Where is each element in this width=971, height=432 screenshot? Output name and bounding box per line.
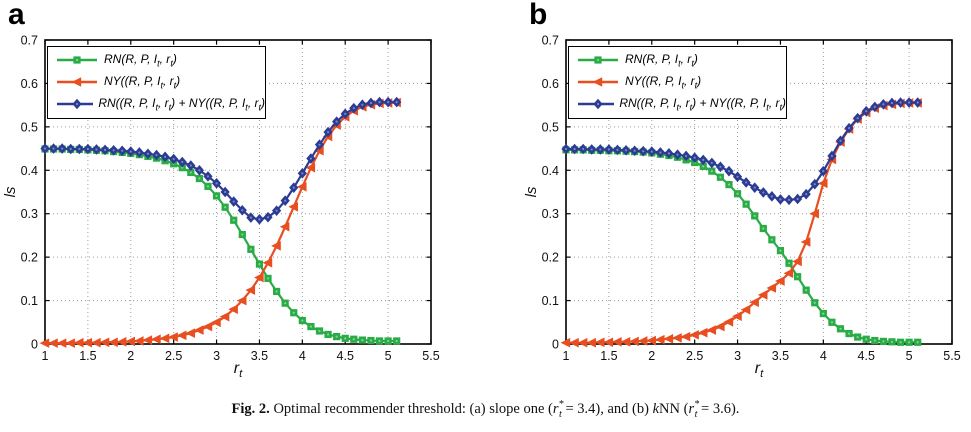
svg-text:0: 0 xyxy=(552,338,559,352)
svg-text:0.6: 0.6 xyxy=(21,77,38,91)
svg-text:3: 3 xyxy=(213,349,220,363)
legend-a: RN(R, P, It, rt) NY((R, P, It, rt) RN((R, … xyxy=(47,46,266,119)
svg-text:3: 3 xyxy=(734,349,741,363)
svg-text:5.5: 5.5 xyxy=(943,349,960,363)
svg-text:4: 4 xyxy=(820,349,827,363)
svg-text:1: 1 xyxy=(42,349,49,363)
chart-a: 1 1.5 2 2.5 3 3.5 4 4.5 5 5.5 0 0.1 0.2 0.3 0.4 0.5 0.6 0… xyxy=(0,0,460,396)
caption-text: NN ( xyxy=(659,400,689,417)
legend-item-2: NY((R, P, It, rt) xyxy=(55,71,265,93)
svg-text:0.1: 0.1 xyxy=(542,294,559,308)
square-marker-icon xyxy=(57,56,97,64)
square-marker-icon xyxy=(578,56,618,64)
legend-label: RN((R, P, It, rt) + NY((R, P, It, rt) xyxy=(98,95,265,113)
panel-b-label: b xyxy=(529,0,548,31)
panel-a-label: a xyxy=(8,0,25,31)
svg-text:4: 4 xyxy=(299,349,306,363)
legend-label: NY((R, P, It, rt) xyxy=(625,73,702,91)
caption-math-a: r*t xyxy=(552,399,564,420)
svg-text:4.5: 4.5 xyxy=(858,349,875,363)
svg-text:0.5: 0.5 xyxy=(21,120,38,134)
legend-item-3: RN((R, P, It, rt) + NY((R, P, It, rt) xyxy=(55,93,265,115)
svg-text:1.5: 1.5 xyxy=(79,349,96,363)
chart-b: 1 1.5 2 2.5 3 3.5 4 4.5 5 5.5 0 0.1 0.2 0.3 0.4 0.5 0.6 0… xyxy=(521,0,971,396)
legend-item-3: RN((R, P, It, rt) + NY((R, P, It, rt) xyxy=(576,93,786,115)
caption-text: = 3.6). xyxy=(697,400,740,417)
y-axis-label-a: ls xyxy=(2,186,19,198)
svg-text:0.6: 0.6 xyxy=(542,77,559,91)
svg-text:1: 1 xyxy=(563,349,570,363)
legend-item-1: RN(R, P, It, rt) xyxy=(576,49,786,71)
svg-text:0.2: 0.2 xyxy=(21,251,38,265)
caption-fig-label: Fig. 2. xyxy=(231,400,270,417)
svg-text:3.5: 3.5 xyxy=(251,349,268,363)
caption-knn-k: k xyxy=(652,400,660,417)
legend-label: NY((R, P, It, rt) xyxy=(104,73,181,91)
figure-caption: Fig. 2. Optimal recommender threshold: (… xyxy=(0,399,971,420)
svg-text:5: 5 xyxy=(385,349,392,363)
triangle-left-marker-icon xyxy=(578,77,618,87)
svg-text:4.5: 4.5 xyxy=(337,349,354,363)
legend-item-2: NY((R, P, It, rt) xyxy=(576,71,786,93)
svg-text:2: 2 xyxy=(127,349,134,363)
x-axis-label-a: rt xyxy=(233,360,243,381)
svg-text:0.4: 0.4 xyxy=(21,164,38,178)
diamond-marker-icon xyxy=(57,98,94,110)
svg-text:2.5: 2.5 xyxy=(165,349,182,363)
legend-label: RN(R, P, It, rt) xyxy=(104,51,177,69)
plot-area-a: 1 1.5 2 2.5 3 3.5 4 4.5 5 5.5 0 0.1 0.2 0.3 0.4 0.5 0.6 0… xyxy=(21,34,440,364)
svg-text:0.5: 0.5 xyxy=(542,120,559,134)
svg-text:0.3: 0.3 xyxy=(542,207,559,221)
svg-text:0.7: 0.7 xyxy=(542,34,559,48)
legend-label: RN(R, P, It, rt) xyxy=(625,51,698,69)
svg-text:0.2: 0.2 xyxy=(542,251,559,265)
caption-math-b: r*t xyxy=(688,399,700,420)
legend-label: RN((R, P, It, rt) + NY((R, P, It, rt) xyxy=(619,95,786,113)
x-axis-label-b: rt xyxy=(754,360,764,381)
svg-text:0.3: 0.3 xyxy=(21,207,38,221)
svg-text:3.5: 3.5 xyxy=(772,349,789,363)
plot-area-b: 1 1.5 2 2.5 3 3.5 4 4.5 5 5.5 0 0.1 0.2 0.3 0.4 0.5 0.6 0… xyxy=(542,34,961,364)
svg-text:5.5: 5.5 xyxy=(422,349,439,363)
svg-text:0.1: 0.1 xyxy=(21,294,38,308)
svg-text:2: 2 xyxy=(648,349,655,363)
svg-text:0.7: 0.7 xyxy=(21,34,38,48)
svg-text:1.5: 1.5 xyxy=(600,349,617,363)
svg-text:0: 0 xyxy=(31,338,38,352)
legend-item-1: RN(R, P, It, rt) xyxy=(55,49,265,71)
caption-text: = 3.4), and (b) xyxy=(561,400,653,417)
triangle-left-marker-icon xyxy=(57,77,97,87)
caption-text: Optimal recommender threshold: (a) slope… xyxy=(269,400,553,417)
legend-b: RN(R, P, It, rt) NY((R, P, It, rt) RN((R, … xyxy=(568,46,787,119)
svg-text:5: 5 xyxy=(906,349,913,363)
svg-text:2.5: 2.5 xyxy=(686,349,703,363)
diamond-marker-icon xyxy=(578,98,615,110)
svg-text:0.4: 0.4 xyxy=(542,164,559,178)
y-axis-label-b: ls xyxy=(523,186,540,198)
